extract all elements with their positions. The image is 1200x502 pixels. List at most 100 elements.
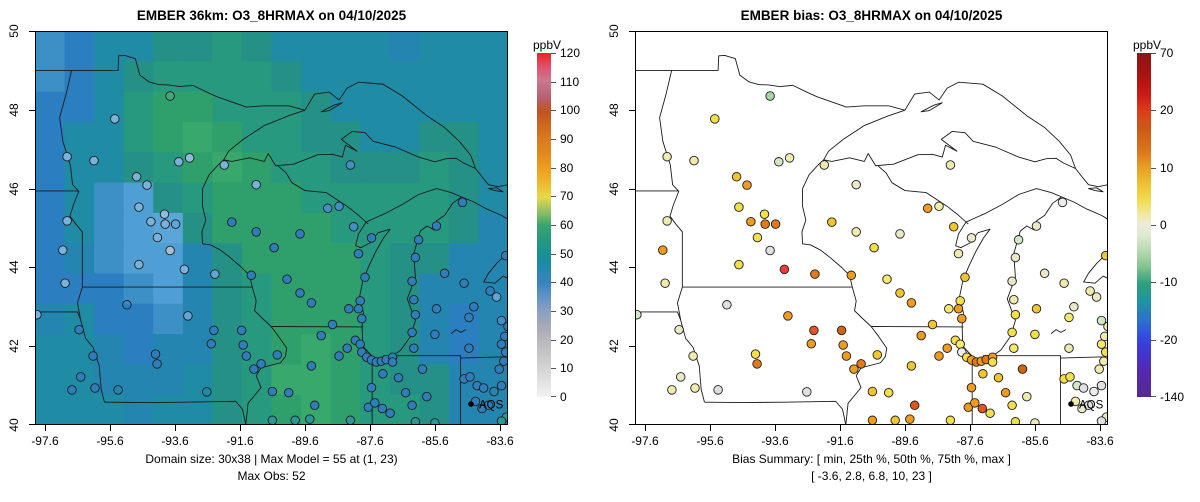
model-raster-cell [478, 31, 508, 62]
bias-site-dot [1089, 386, 1099, 397]
x-axis-tick [240, 425, 241, 431]
obs-site-dot [89, 155, 99, 166]
model-raster-cell [123, 334, 154, 365]
y-axis-tick [629, 31, 635, 32]
obs-site-dot [370, 398, 380, 408]
model-raster-cell [448, 91, 480, 123]
model-raster-cell [35, 303, 66, 335]
obs-site-dot [283, 387, 294, 398]
x-axis-tick [840, 425, 841, 431]
bias-site-dot [1017, 364, 1028, 374]
colorbar-tick [1151, 167, 1156, 169]
colorbar-tick-label: 100 [560, 103, 581, 118]
obs-site-dot [431, 221, 442, 231]
bias-site-dot [890, 415, 900, 425]
bias-site-dot [1096, 339, 1107, 349]
obs-site-dot [209, 325, 219, 336]
colorbar-tick-label: 20 [560, 332, 574, 347]
obs-site-dot [183, 311, 193, 321]
bias-site-dot [1103, 321, 1108, 332]
model-raster-cell [94, 243, 125, 275]
obs-site-dot [269, 242, 279, 253]
bias-site-dot [759, 209, 770, 219]
model-raster-cell [94, 303, 125, 335]
bias-site-dot [944, 304, 954, 314]
model-raster-cell [389, 121, 420, 153]
model-raster-cell [64, 273, 95, 305]
obs-site-dot [306, 298, 317, 308]
obs-site-dot [357, 313, 367, 324]
y-axis-tick-label: 40 [607, 418, 621, 432]
obs-site-dot [75, 372, 86, 382]
bias-map: AQS [635, 31, 1108, 425]
model-raster-cell [419, 91, 450, 123]
colorbar-tick [1151, 53, 1156, 54]
obs-site-dot [184, 153, 195, 163]
obs-site-dot [385, 408, 395, 418]
obs-site-dot [422, 391, 432, 402]
model-raster-cell [94, 61, 125, 93]
bias-site-dot [710, 114, 720, 124]
obs-site-dot [469, 302, 479, 312]
aqs-legend-dot [468, 401, 474, 407]
model-raster-cell [419, 273, 450, 305]
bias-site-dot [957, 313, 967, 324]
obs-site-dot [407, 276, 417, 286]
y-axis-tick [29, 109, 35, 111]
colorbar-tick [551, 139, 556, 140]
model-raster-cell [64, 31, 95, 62]
colorbar-tick [1151, 110, 1156, 112]
bias-site-dot [1031, 221, 1042, 231]
bias-site-dot [977, 403, 988, 414]
y-axis-tick [29, 188, 35, 190]
model-raster-cell [35, 121, 66, 153]
model-colorbar-unit: ppbV [533, 38, 562, 52]
bias-site-dot [970, 398, 980, 408]
obs-site-dot [282, 274, 292, 284]
obs-site-dot [366, 233, 377, 243]
obs-site-dot [377, 403, 388, 414]
bias-site-dot [1096, 315, 1107, 326]
model-raster-cell [123, 303, 154, 335]
obs-site-dot [246, 270, 257, 281]
bias-site-dot [945, 160, 956, 170]
bias-site-dot [1039, 268, 1050, 279]
colorbar-tick-label: -20 [1160, 332, 1178, 347]
bias-site-dot [1007, 276, 1017, 286]
bias-site-dot [1013, 235, 1024, 245]
obs-site-dot [236, 325, 247, 336]
model-raster-cell [478, 91, 508, 123]
model-raster-cell [301, 212, 332, 244]
colorbar-tick [1151, 396, 1156, 397]
model-raster-cell [330, 152, 361, 184]
obs-site-dot [88, 351, 98, 361]
colorbar-tick-label: 30 [560, 304, 574, 318]
bias-site-dot [1059, 278, 1069, 288]
colorbar-tick-label: 50 [560, 246, 574, 261]
bias-site-dot [1057, 197, 1068, 208]
bias-site-dot [948, 222, 959, 232]
bias-site-dot [882, 274, 892, 284]
bias-site-dot [905, 414, 915, 424]
model-raster-cell [360, 182, 391, 214]
bias-site-dot [783, 311, 793, 321]
colorbar-tick-label: 80 [560, 160, 574, 175]
bias-colorbar-unit: ppbV [1133, 38, 1162, 52]
x-axis-tick-label: -89.6 [291, 434, 319, 448]
bias-site-dot [867, 386, 878, 397]
bias-site-dot [846, 270, 857, 281]
model-raster-cell [182, 212, 213, 244]
obs-site-dot [496, 416, 507, 425]
bias-site-dot [1096, 416, 1107, 425]
obs-site-dot [413, 235, 424, 245]
model-raster-cell [448, 334, 480, 365]
model-raster-cell [64, 121, 95, 153]
obs-site-dot [110, 114, 120, 124]
y-axis-tick [29, 346, 35, 348]
bias-site-dot [934, 351, 944, 361]
bias-site-dot [1078, 383, 1089, 393]
x-axis-tick-label: -95.6 [696, 434, 724, 448]
colorbar-tick [1151, 282, 1156, 284]
x-axis-tick-label: -83.6 [1086, 434, 1114, 448]
model-raster-cell [241, 61, 273, 93]
